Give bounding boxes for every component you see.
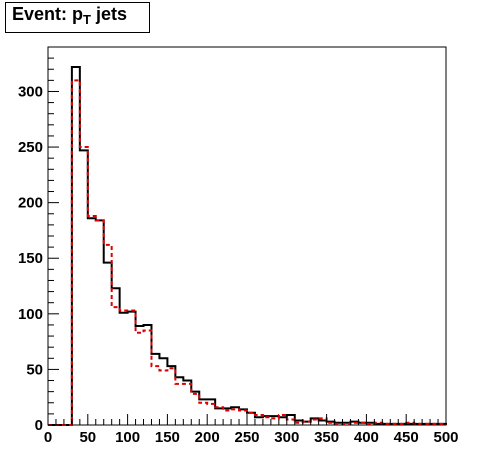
x-tick-label: 400 (354, 429, 379, 446)
x-tick-label: 250 (234, 429, 259, 446)
x-tick-label: 50 (79, 429, 96, 446)
x-tick-label: 200 (195, 429, 220, 446)
plot-frame (47, 46, 447, 426)
y-tick-label: 100 (18, 306, 43, 323)
y-tick-label: 150 (18, 250, 43, 267)
x-tick-label: 500 (433, 429, 458, 446)
y-tick-label: 0 (35, 417, 43, 434)
axis-layer: 0 50 100 150 200 250 300 350 400 450 500 0 50 100 150 2… (18, 46, 459, 446)
x-tick-label: 150 (155, 429, 180, 446)
y-tick-label: 50 (26, 361, 43, 378)
y-tick-label: 200 (18, 195, 43, 212)
chart-title-box: Event: pT jets (5, 2, 150, 33)
chart-title-rest: jets (90, 4, 127, 24)
x-tick-label: 300 (274, 429, 299, 446)
histogram-series-0 (48, 66, 447, 426)
y-tick-label: 250 (18, 139, 43, 156)
x-tick-label: 100 (115, 429, 140, 446)
x-tick-label: 0 (44, 429, 52, 446)
x-tick-label: 450 (394, 429, 419, 446)
chart-title-subscript: T (83, 12, 91, 27)
y-tick-label: 300 (18, 83, 43, 100)
histogram-series-1 (48, 79, 447, 426)
chart-title: Event: pT jets (12, 4, 127, 27)
chart-title-main: Event: p (12, 4, 84, 24)
series-layer (48, 66, 447, 426)
x-tick-label: 350 (314, 429, 339, 446)
